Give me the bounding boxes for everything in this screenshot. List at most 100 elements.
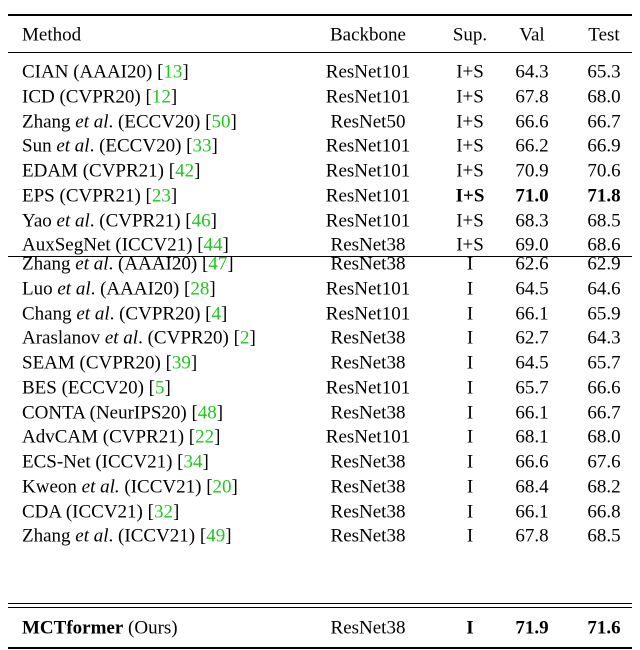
table-cell: 68.5 xyxy=(587,525,621,547)
table-cell: 66.1 xyxy=(515,402,549,423)
table-cell: 64.5 xyxy=(515,278,549,300)
table-cell: ResNet38 xyxy=(330,352,406,374)
table-cell: 66.7 xyxy=(587,111,621,132)
method-text: CONTA (NeurIPS20) [ xyxy=(22,402,198,423)
citation: 46 xyxy=(191,210,211,231)
citation: 22 xyxy=(195,426,215,448)
method-cell: Zhang et al. (ECCV20) [50] xyxy=(22,112,237,131)
table-cell: ResNet101 xyxy=(325,278,411,300)
method-text: . (AAAI20) [ xyxy=(108,253,209,275)
method-cell: AuxSegNet (ICCV21) [44] xyxy=(22,236,229,255)
table-cell: ResNet38 xyxy=(330,451,406,473)
table-cell: I xyxy=(466,476,474,498)
method-text: MCTformer xyxy=(22,617,124,639)
table-cell: ResNet38 xyxy=(330,327,406,349)
table-cell: 66.2 xyxy=(515,135,549,157)
method-cell: Zhang et al. (AAAI20) [47] xyxy=(22,255,234,274)
table-cell: 66.8 xyxy=(587,501,621,522)
table-cell: 62.7 xyxy=(515,327,549,349)
method-text: Luo xyxy=(22,278,58,300)
table-cell: 71.9 xyxy=(515,617,549,639)
method-cell: Sun et al. (ECCV20) [33] xyxy=(22,137,218,156)
citation: 44 xyxy=(203,234,223,256)
citation: 28 xyxy=(190,278,210,300)
method-text: et al xyxy=(75,111,109,132)
method-text: ] xyxy=(227,253,234,275)
method-text: ] xyxy=(210,210,217,231)
table-cell: I xyxy=(466,402,474,423)
table-cell: I xyxy=(466,617,474,639)
table-cell: ResNet101 xyxy=(325,185,411,207)
table-cell: I xyxy=(466,352,474,374)
citation: 32 xyxy=(153,501,173,522)
citation: 33 xyxy=(192,135,212,157)
table-cell: 67.8 xyxy=(515,525,549,547)
method-text: ] xyxy=(230,111,237,132)
citation: 34 xyxy=(183,451,203,473)
table-cell: I+S xyxy=(456,135,484,157)
table-cell: I xyxy=(466,501,474,522)
table-cell: 64.6 xyxy=(587,278,621,300)
header-cell: Method xyxy=(22,24,82,46)
citation: 47 xyxy=(208,253,228,275)
table-cell: ResNet101 xyxy=(325,210,411,231)
table-cell: I xyxy=(466,327,474,349)
method-cell: BES (ECCV20) [5] xyxy=(22,378,171,397)
method-text: (Ours) xyxy=(123,617,178,639)
table-cell: 66.1 xyxy=(515,303,549,324)
method-text: ] xyxy=(182,61,189,83)
header-cell: Val xyxy=(519,24,545,46)
group-rule xyxy=(8,256,632,257)
method-text: et al xyxy=(56,135,90,157)
method-text: . (CVPR20) [ xyxy=(109,303,212,324)
table-cell: I xyxy=(466,253,474,275)
method-cell: CONTA (NeurIPS20) [48] xyxy=(22,403,223,422)
table-cell: 65.9 xyxy=(587,303,621,324)
table-cell: I+S xyxy=(456,160,484,182)
method-text: et al. xyxy=(81,476,120,498)
table-cell: 68.0 xyxy=(587,86,621,108)
method-text: AdvCAM (CVPR21) [ xyxy=(22,426,196,448)
method-cell: Araslanov et al. (CVPR20) [2] xyxy=(22,329,256,348)
table-cell: 70.9 xyxy=(515,160,549,182)
method-text: ] xyxy=(225,525,232,547)
table-cell: 62.6 xyxy=(515,253,549,275)
table-cell: 65.3 xyxy=(587,61,621,83)
method-text: CDA (ICCV21) [ xyxy=(22,501,154,522)
citation: 5 xyxy=(155,377,165,399)
method-text: Kweon xyxy=(22,476,82,498)
header-cell: Test xyxy=(588,24,620,46)
method-text: ] xyxy=(170,86,178,108)
table-cell: 68.2 xyxy=(587,476,621,498)
method-text: ] xyxy=(220,303,228,324)
table-cell: ResNet38 xyxy=(330,476,406,498)
method-cell: SEAM (CVPR20) [39] xyxy=(22,354,197,373)
citation: 39 xyxy=(171,352,191,374)
method-cell: Zhang et al. (ICCV21) [49] xyxy=(22,527,232,546)
method-text: CIAN (AAAI20) [ xyxy=(22,61,164,83)
method-text: ] xyxy=(190,352,198,374)
header-cell: Sup. xyxy=(452,24,488,46)
method-text: . (CVPR20) [ xyxy=(138,327,240,349)
table-cell: 66.6 xyxy=(515,451,549,473)
method-cell: ICD (CVPR20) [12] xyxy=(22,87,177,106)
method-text: ] xyxy=(231,476,238,498)
table-cell: I xyxy=(466,303,474,324)
method-text: Zhang xyxy=(22,525,76,547)
table-cell: ResNet101 xyxy=(325,135,411,157)
table-cell: 64.5 xyxy=(515,352,549,374)
method-cell: Chang et al. (CVPR20) [4] xyxy=(22,304,227,323)
method-text: Zhang xyxy=(22,253,76,275)
table-cell: 70.6 xyxy=(587,160,621,182)
top-rule xyxy=(8,14,632,16)
table-cell: 68.4 xyxy=(515,476,549,498)
table-cell: I+S xyxy=(456,234,484,256)
table-cell: 68.6 xyxy=(587,234,621,256)
method-text: . (CVPR21) [ xyxy=(89,210,192,231)
method-text: ICD (CVPR20) [ xyxy=(22,86,152,108)
table-cell: I xyxy=(466,426,474,448)
method-text: . (ECCV20) [ xyxy=(89,135,193,157)
method-text: et al xyxy=(57,278,91,300)
table-cell: 66.9 xyxy=(587,135,621,157)
